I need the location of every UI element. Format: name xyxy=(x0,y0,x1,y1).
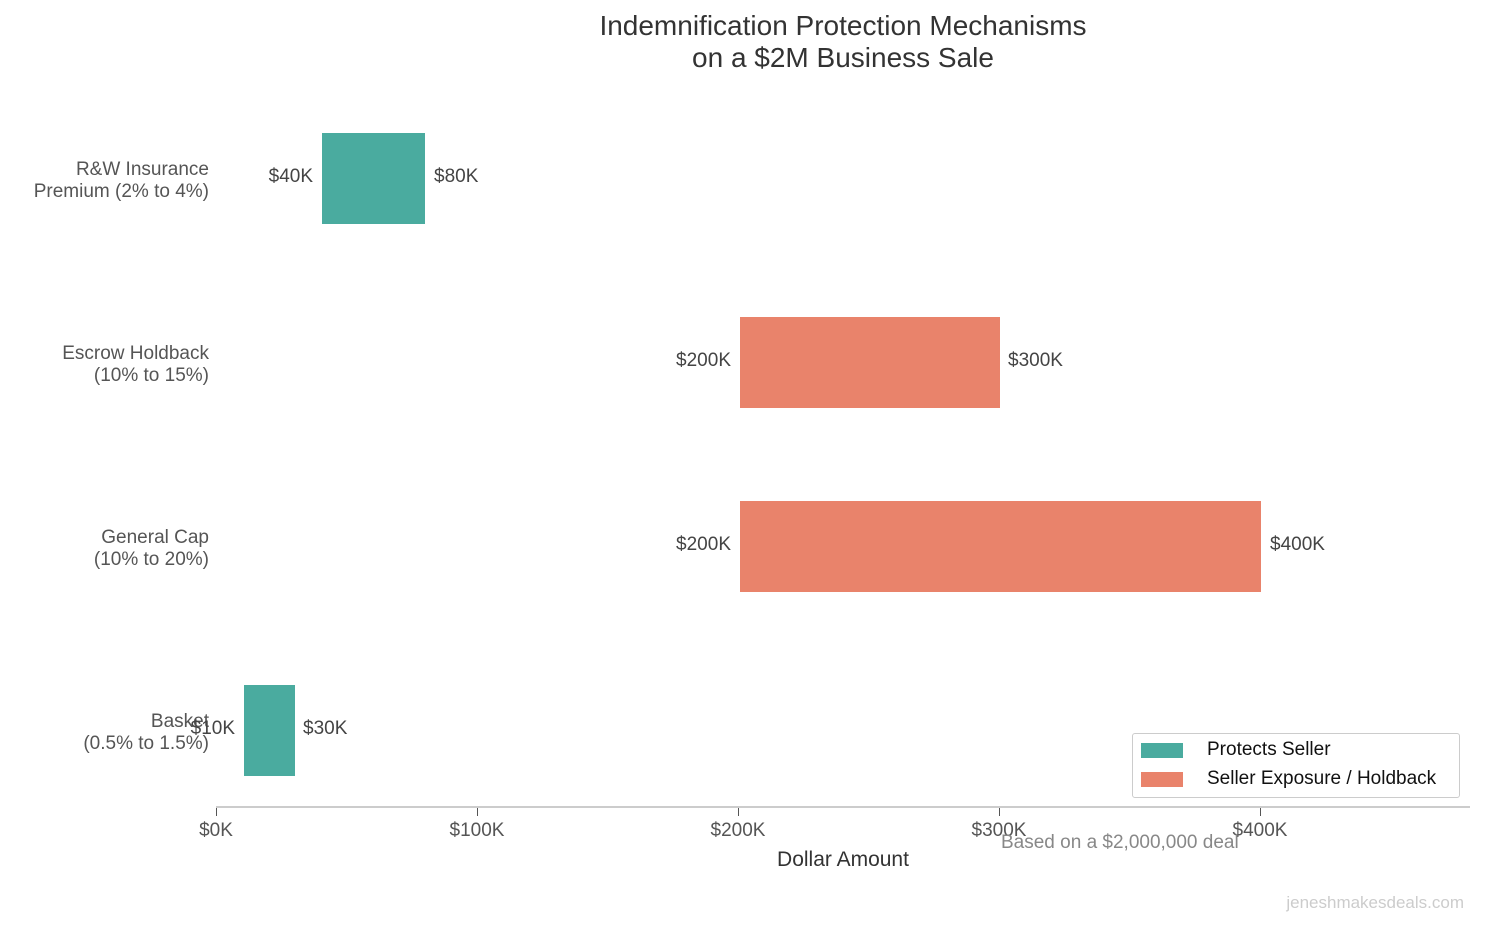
x-tick-label: $400K xyxy=(1232,820,1288,841)
legend-label: Protects Seller xyxy=(1207,739,1331,760)
chart-title-line-1: Indemnification Protection Mechanisms xyxy=(599,10,1087,41)
bar-start-label: $200K xyxy=(676,350,731,371)
chart-legend: Protects Seller Seller Exposure / Holdba… xyxy=(1132,733,1460,798)
x-axis-title: Dollar Amount xyxy=(777,848,909,871)
bar-end-label: $80K xyxy=(434,166,479,187)
x-tick xyxy=(1260,808,1261,816)
bar-escrow-holdback xyxy=(740,317,1000,408)
legend-item-protects-seller: Protects Seller xyxy=(1141,738,1331,762)
bar-general-cap xyxy=(740,501,1261,592)
x-tick-label: $300K xyxy=(971,820,1027,841)
category-label-general-cap: General Cap (10% to 20%) xyxy=(94,527,209,571)
bar-start-label: $200K xyxy=(676,534,731,555)
category-label-line: (10% to 20%) xyxy=(93,549,209,570)
category-label-line: (10% to 15%) xyxy=(93,365,209,386)
category-label-line: General Cap xyxy=(101,527,209,548)
bar-end-label: $300K xyxy=(1008,350,1063,371)
legend-swatch-icon xyxy=(1141,742,1183,758)
bar-end-label: $30K xyxy=(303,718,348,739)
bar-start-label: $10K xyxy=(190,718,235,739)
chart-title: Indemnification Protection Mechanisms on… xyxy=(0,10,1485,74)
bar-start-label: $40K xyxy=(268,166,313,187)
x-tick xyxy=(216,808,217,816)
x-axis-line xyxy=(216,806,1470,808)
x-tick-label: $200K xyxy=(710,820,766,841)
bar-rw-insurance xyxy=(322,133,425,224)
bar-basket xyxy=(244,685,295,776)
x-tick xyxy=(738,808,739,816)
category-label-basket: Basket (0.5% to 1.5%) xyxy=(83,711,209,755)
category-label-line: Basket xyxy=(150,711,209,732)
legend-swatch-icon xyxy=(1141,771,1183,787)
bar-end-label: $400K xyxy=(1270,534,1325,555)
legend-label: Seller Exposure / Holdback xyxy=(1207,768,1437,789)
watermark: jeneshmakesdeals.com xyxy=(1286,893,1464,912)
deal-size-note: Based on a $2,000,000 deal xyxy=(1001,832,1239,853)
category-label-line: R&W Insurance xyxy=(75,159,209,180)
x-tick xyxy=(999,808,1000,816)
chart-title-line-2: on a $2M Business Sale xyxy=(692,42,994,73)
legend-item-seller-exposure: Seller Exposure / Holdback xyxy=(1141,767,1436,791)
category-label-line: (0.5% to 1.5%) xyxy=(83,733,209,754)
category-label-escrow: Escrow Holdback (10% to 15%) xyxy=(62,343,209,387)
x-tick-label: $100K xyxy=(449,820,505,841)
category-label-rw-insurance: R&W Insurance Premium (2% to 4%) xyxy=(34,159,209,203)
x-tick xyxy=(477,808,478,816)
x-tick-label: $0K xyxy=(199,820,233,841)
category-label-line: Escrow Holdback xyxy=(62,343,209,364)
category-label-line: Premium (2% to 4%) xyxy=(33,181,209,202)
